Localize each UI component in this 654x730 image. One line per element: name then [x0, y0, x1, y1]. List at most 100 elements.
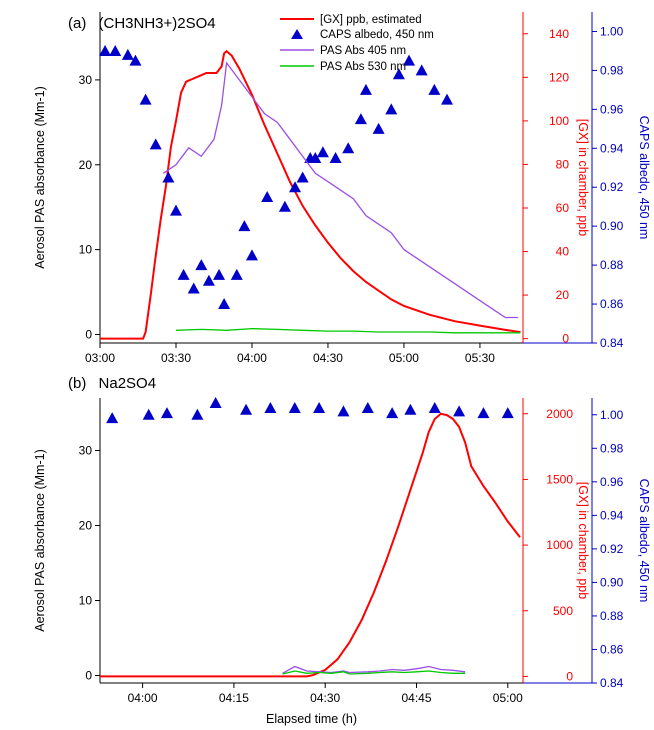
right-gx-tick-label-b: 0 — [566, 669, 573, 683]
right-albedo-tick-label-a: 0.96 — [600, 102, 624, 116]
caps-point-b — [313, 402, 326, 414]
caps-point-b — [477, 407, 490, 419]
panel-b-label: (b) — [68, 375, 86, 392]
caps-point-b — [191, 408, 204, 420]
right-albedo-tick-label-b: 0.96 — [600, 475, 624, 489]
legend-caps-marker — [291, 29, 303, 39]
caps-point-a — [202, 274, 215, 286]
right-albedo-tick-label-b: 0.94 — [600, 508, 624, 522]
x-tick-label-b: 04:45 — [401, 691, 431, 705]
caps-point-a — [230, 268, 243, 280]
caps-point-a — [129, 54, 142, 66]
gx-ppb-estimated-line-b — [100, 412, 521, 678]
x-tick-label-a: 05:00 — [389, 351, 419, 365]
caps-point-a — [296, 171, 309, 183]
right-albedo-tick-label-b: 0.92 — [600, 542, 624, 556]
caps-point-b — [288, 402, 301, 414]
caps-point-a — [245, 249, 258, 261]
x-tick-label-b: 04:30 — [310, 691, 340, 705]
right-albedo-axis-title-a: CAPS albedo, 450 nm — [637, 116, 651, 240]
legend-caps-label: CAPS albedo, 450 nm — [320, 29, 434, 41]
gx-ppb-estimated-line-a — [100, 49, 521, 340]
panel-a: 0 10 20 30 03:00 03:30 04:00 04:30 05:00 05:30 0 20… — [33, 12, 651, 365]
right-albedo-tick-label-a: 0.86 — [600, 297, 624, 311]
caps-point-b — [428, 402, 441, 414]
right-gx-tick-label-a: 40 — [556, 245, 570, 259]
caps-point-a — [372, 122, 385, 134]
caps-point-a — [261, 190, 274, 202]
caps-point-a — [169, 204, 182, 216]
panel-b: 0 10 20 30 04:00 04:15 04:30 04:45 05:00 0 500 1000… — [33, 397, 651, 726]
caps-point-a — [121, 48, 134, 60]
right-albedo-tick-label-a: 0.98 — [600, 63, 624, 77]
x-axis-title-b: Elapsed time (h) — [266, 712, 357, 726]
pas-abs-405-nm-line-a — [162, 61, 518, 319]
caps-point-a — [403, 54, 416, 66]
right-albedo-tick-label-b: 0.90 — [600, 575, 624, 589]
caps-point-a — [289, 181, 302, 193]
caps-point-a — [329, 152, 342, 164]
panel-a-label: (a) — [68, 15, 86, 32]
left-tick-label-a: 20 — [79, 158, 93, 172]
panel-b-compound: Na2SO4 — [99, 375, 157, 392]
caps-point-a — [218, 298, 231, 310]
right-gx-tick-label-b: 2000 — [546, 407, 573, 421]
caps-point-a — [238, 220, 251, 232]
left-tick-label-a: 0 — [85, 328, 92, 342]
right-albedo-axis-title-b: CAPS albedo, 450 nm — [637, 479, 651, 603]
pas-abs-405-nm-line-b — [282, 665, 466, 674]
caps-point-b — [264, 402, 277, 414]
x-tick-label-a: 04:00 — [237, 351, 267, 365]
right-albedo-tick-label-b: 0.88 — [600, 609, 624, 623]
right-albedo-tick-label-b: 1.00 — [600, 408, 624, 422]
left-axis-title-b: Aerosol PAS absorbance (Mm-1) — [33, 449, 47, 631]
right-albedo-tick-label-a: 0.88 — [600, 258, 624, 272]
caps-point-a — [109, 44, 122, 56]
caps-point-a — [359, 83, 372, 95]
x-tick-label-a: 05:30 — [465, 351, 495, 365]
left-tick-label-b: 30 — [79, 444, 93, 458]
x-tick-label-b: 04:00 — [128, 691, 158, 705]
right-gx-tick-label-a: 100 — [549, 114, 569, 128]
pas-abs-530-nm-line-a — [175, 327, 521, 334]
panel-a-title: (a) (CH3NH3+)2SO4 — [68, 15, 216, 32]
caps-point-a — [316, 146, 329, 158]
right-gx-tick-label-a: 140 — [549, 27, 569, 41]
caps-point-a — [428, 83, 441, 95]
caps-point-b — [106, 412, 119, 424]
caps-point-b — [404, 403, 417, 415]
right-gx-tick-label-a: 20 — [556, 288, 570, 302]
left-tick-label-a: 10 — [79, 243, 93, 257]
legend: [GX] ppb, estimated CAPS albedo, 450 nm … — [280, 14, 434, 73]
caps-point-a — [309, 152, 322, 164]
caps-point-a — [139, 93, 152, 105]
right-albedo-tick-label-b: 0.86 — [600, 642, 624, 656]
caps-point-a — [187, 282, 200, 294]
right-albedo-tick-label-a: 0.90 — [600, 219, 624, 233]
caps-point-a — [354, 113, 367, 125]
right-albedo-tick-label-b: 0.84 — [600, 676, 624, 690]
right-gx-tick-label-a: 120 — [549, 70, 569, 84]
right-albedo-tick-label-a: 0.92 — [600, 180, 624, 194]
right-albedo-tick-label-a: 0.94 — [600, 141, 624, 155]
caps-point-a — [342, 142, 355, 154]
left-tick-label-a: 30 — [79, 73, 93, 87]
right-gx-axis-title-a: [GX] in chamber, ppb — [576, 119, 590, 236]
x-tick-label-a: 03:30 — [161, 351, 191, 365]
caps-point-b — [160, 407, 173, 419]
caps-point-a — [162, 171, 175, 183]
caps-point-b — [240, 403, 253, 415]
right-gx-tick-label-b: 1500 — [546, 472, 573, 486]
right-gx-tick-label-b: 500 — [553, 604, 573, 618]
caps-point-b — [386, 407, 399, 419]
caps-point-b — [361, 402, 374, 414]
right-albedo-tick-label-b: 0.98 — [600, 441, 624, 455]
caps-point-a — [213, 268, 226, 280]
caps-point-b — [337, 405, 350, 417]
right-albedo-tick-label-a: 1.00 — [600, 24, 624, 38]
caps-point-a — [392, 68, 405, 80]
left-axis-title-a: Aerosol PAS absorbance (Mm-1) — [33, 86, 47, 268]
caps-point-a — [99, 44, 112, 56]
caps-point-a — [149, 138, 162, 150]
